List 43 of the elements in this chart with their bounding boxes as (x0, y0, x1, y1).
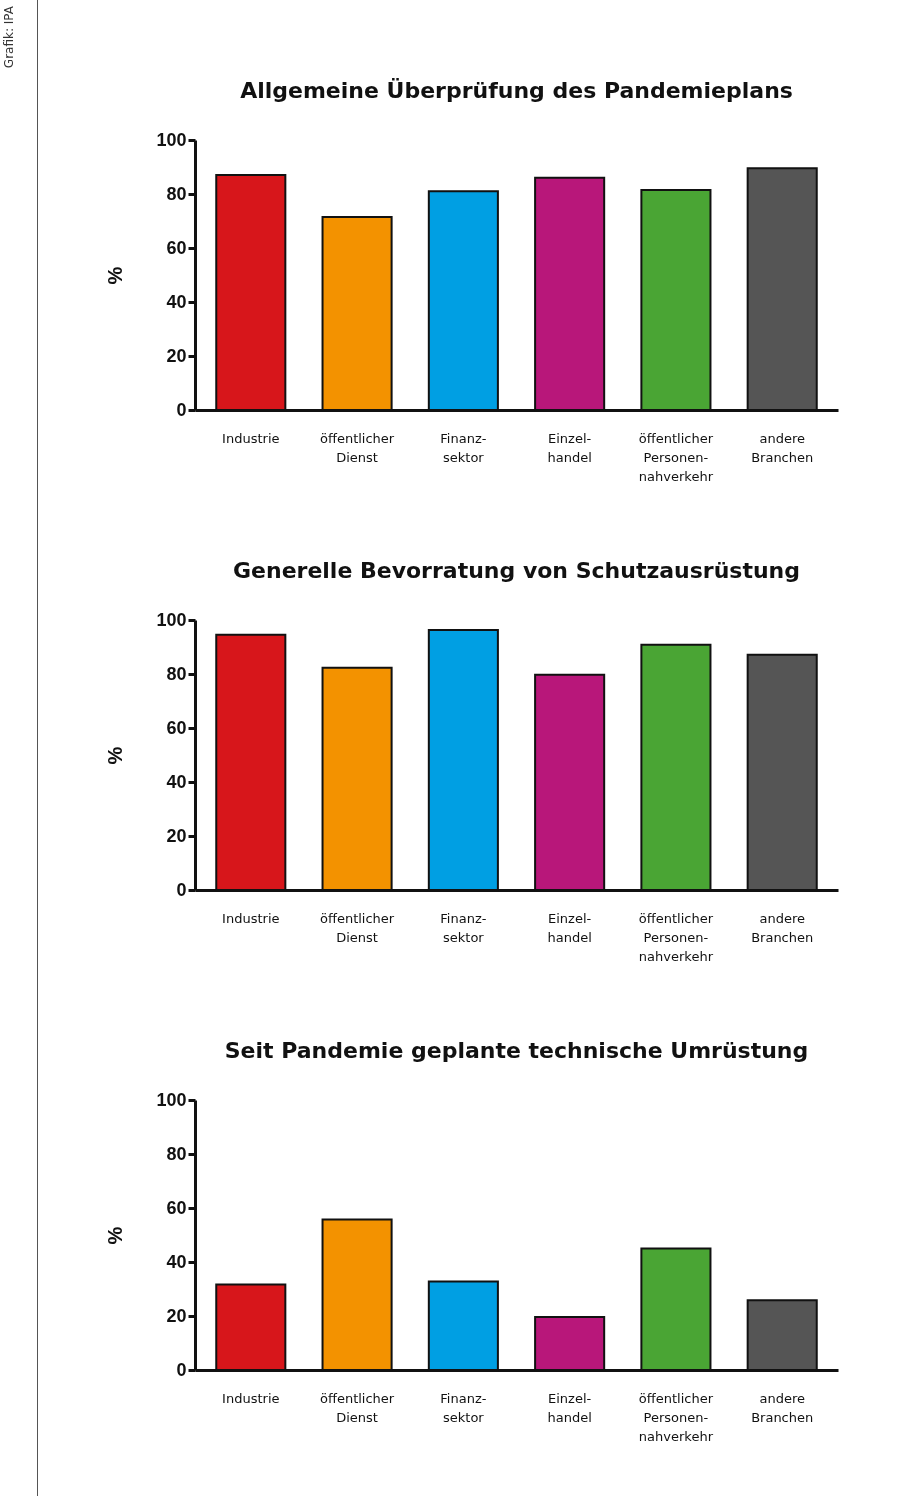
y-tick-label: 20 (166, 825, 187, 846)
y-tick-label: 80 (166, 663, 187, 684)
y-tick-label: 60 (166, 717, 187, 738)
y-tick-label: 20 (166, 1305, 187, 1326)
y-tick-label: 100 (156, 129, 187, 150)
x-tick-label: Industrie (222, 430, 280, 446)
x-tick-label: andere Branchen (751, 430, 814, 465)
y-tick-label: 80 (166, 1143, 187, 1164)
x-tick-label: Finanz- sektor (440, 910, 487, 945)
y-tick-label: 40 (166, 771, 187, 792)
y-tick-label: 40 (166, 291, 187, 312)
x-tick-label: öffentlicher Personen- nahverkehr (638, 910, 714, 964)
chart-title: Seit Pandemie geplante technische Umrüstung (224, 1038, 809, 1063)
text: Grafik: IPA (2, 6, 16, 69)
y-tick-label: 40 (166, 1251, 187, 1272)
x-tick-label: öffentlicher Dienst (319, 910, 395, 945)
x-tick-label: öffentlicher Personen- nahverkehr (638, 1390, 714, 1444)
x-tick-label: andere Branchen (751, 1390, 814, 1425)
y-axis-title: % (104, 1226, 127, 1245)
x-tick-label: andere Branchen (751, 910, 814, 945)
x-tick-label: öffentlicher Dienst (319, 430, 395, 465)
y-tick-label: 60 (166, 237, 187, 258)
chart-title: Generelle Bevorratung von Schutzausrüstung (232, 558, 801, 583)
x-tick-label: Einzel- handel (547, 430, 592, 465)
y-tick-label: 100 (156, 609, 187, 630)
y-axis-title: % (104, 266, 127, 285)
y-tick-label: 100 (156, 1089, 187, 1110)
x-tick-label: Industrie (222, 1390, 280, 1406)
y-tick-label: 0 (176, 399, 187, 420)
x-tick-label: Einzel- handel (547, 1390, 592, 1425)
y-tick-label: 20 (166, 345, 187, 366)
x-tick-label: Industrie (222, 910, 280, 926)
x-tick-label: Finanz- sektor (440, 1390, 487, 1425)
x-tick-label: öffentlicher Dienst (319, 1390, 395, 1425)
y-tick-label: 60 (166, 1197, 187, 1218)
y-axis-title: % (104, 746, 127, 765)
y-tick-label: 0 (176, 1359, 187, 1380)
x-tick-label: öffentlicher Personen- nahverkehr (638, 430, 714, 484)
chart-title: Allgemeine Überprüfung des Pandemieplans (240, 78, 793, 103)
y-tick-label: 0 (176, 879, 187, 900)
y-tick-label: 80 (166, 183, 187, 204)
x-tick-label: Finanz- sektor (440, 430, 487, 465)
x-tick-label: Einzel- handel (547, 910, 592, 945)
